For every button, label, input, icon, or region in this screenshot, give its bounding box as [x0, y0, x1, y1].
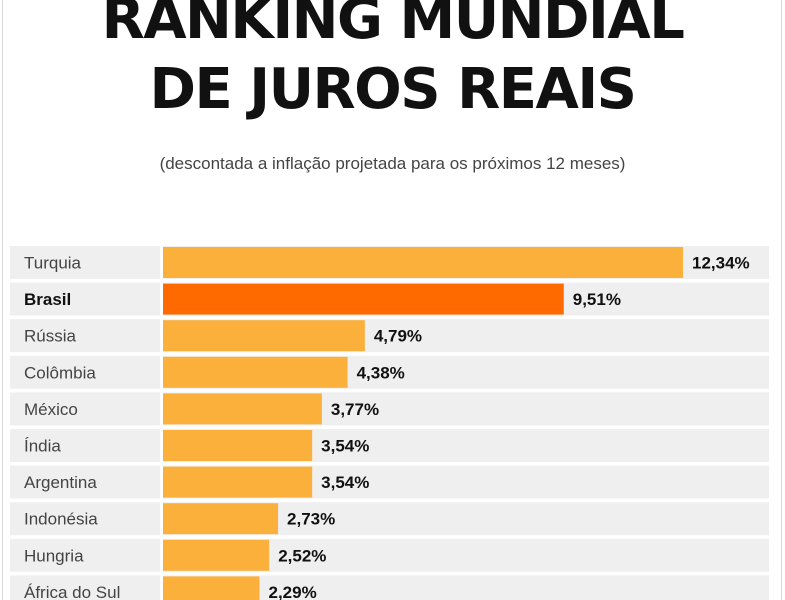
bar-turquia — [163, 247, 683, 278]
category-label-bg — [10, 575, 160, 600]
bar-hungria — [163, 539, 270, 571]
bar-track — [163, 575, 769, 600]
bar-col-mbia — [163, 356, 348, 388]
category-label: Brasil — [24, 290, 71, 309]
value-label: 3,54% — [321, 437, 369, 456]
bar--frica-do-sul — [163, 576, 260, 600]
value-label: 3,77% — [331, 400, 379, 419]
category-label-bg — [10, 246, 160, 279]
category-label-bg — [10, 392, 160, 426]
chart-subtitle: (descontada a inflação projetada para os… — [159, 154, 626, 173]
value-label: 4,79% — [374, 327, 422, 346]
category-label: Argentina — [24, 473, 97, 492]
category-label: África do Sul — [24, 583, 120, 600]
value-label: 2,29% — [268, 583, 316, 600]
category-label-bg — [10, 502, 160, 536]
category-label: Indonésia — [24, 510, 98, 529]
category-label-bg — [10, 319, 160, 353]
category-label: Rússia — [24, 327, 77, 346]
bar-brasil — [163, 283, 564, 315]
category-label-bg — [10, 282, 160, 316]
value-label: 4,38% — [357, 363, 405, 382]
bar-indon-sia — [163, 503, 279, 535]
category-label: Hungria — [24, 546, 84, 565]
bar-m-xico — [163, 393, 322, 425]
category-label-bg — [10, 465, 160, 499]
value-label: 3,54% — [321, 473, 369, 492]
category-label-bg — [10, 355, 160, 389]
bar-argentina — [163, 466, 313, 498]
category-label: Colômbia — [24, 363, 96, 382]
chart-title-line-2: DE JUROS REAIS — [149, 57, 637, 122]
value-label: 9,51% — [573, 290, 621, 309]
chart-title-line-1: RANKING MUNDIAL — [101, 0, 685, 52]
value-label: 2,52% — [278, 546, 326, 565]
bar-r-ssia — [163, 320, 365, 352]
value-label: 2,73% — [287, 510, 335, 529]
category-label: México — [24, 400, 78, 419]
category-label: Turquia — [24, 254, 82, 273]
category-label-bg — [10, 429, 160, 462]
category-label: Índia — [24, 437, 61, 456]
bar--ndia — [163, 430, 313, 461]
category-label-bg — [10, 538, 160, 572]
value-label: 12,34% — [692, 254, 750, 273]
